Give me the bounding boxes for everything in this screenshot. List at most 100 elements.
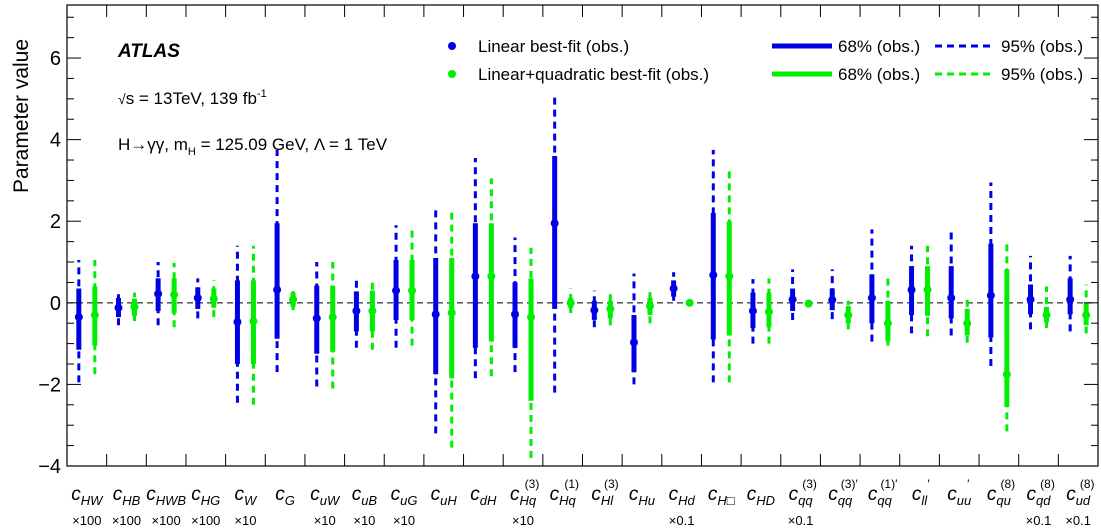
legend-marker-linear <box>448 42 456 50</box>
energy-sup: -1 <box>257 88 267 100</box>
best-fit-point <box>923 285 932 294</box>
x-category-scale: ×10 <box>353 513 375 528</box>
best-fit-point <box>527 313 536 322</box>
x-category-scale: ×100 <box>72 513 101 528</box>
x-category-label: cHB <box>113 484 141 508</box>
energy-label: √s = 13TeV, 139 fb-1 <box>118 88 267 108</box>
best-fit-point <box>550 219 559 228</box>
best-fit-point <box>511 310 520 319</box>
best-fit-point <box>328 313 337 322</box>
best-fit-point <box>788 295 797 304</box>
best-fit-point <box>289 295 298 304</box>
best-fit-point <box>487 272 496 281</box>
best-fit-point <box>804 299 813 308</box>
best-fit-point <box>883 319 892 328</box>
x-category-sup: (8) <box>1001 477 1016 491</box>
best-fit-point <box>844 311 853 320</box>
x-category-sup: (3)′ <box>841 477 859 491</box>
plot-area <box>67 96 1098 458</box>
process-text: H→γγ, m <box>118 135 188 154</box>
legend-label-linear: Linear best-fit (obs.) <box>478 37 629 56</box>
x-category-scale: ×100 <box>112 513 141 528</box>
best-fit-point <box>90 311 99 320</box>
legend-marker-linquad <box>448 70 456 78</box>
energy-text: = 13TeV, 139 fb <box>134 89 257 108</box>
best-fit-point <box>170 290 179 299</box>
x-category-sup: (8) <box>1040 477 1055 491</box>
x-category-label: cHD <box>747 484 775 508</box>
x-category-scale: ×10 <box>234 513 256 528</box>
x-category-label: cdH <box>470 484 497 508</box>
best-fit-point <box>867 293 876 302</box>
best-fit-point <box>566 298 575 307</box>
x-category-scale: ×100 <box>191 513 220 528</box>
x-category-label: cHWB <box>146 484 186 508</box>
best-fit-point <box>431 310 440 319</box>
best-fit-point <box>645 302 654 311</box>
x-category-label: cuH <box>431 484 458 508</box>
x-category-label: cll <box>912 484 928 508</box>
energy-sqrt-s: s <box>126 89 135 108</box>
series-linear <box>74 96 1075 434</box>
x-category-label: cHq <box>510 484 537 508</box>
best-fit-point <box>352 306 361 315</box>
axes: −4 −2 0 2 4 6 <box>38 4 1099 478</box>
x-category-label: cHW <box>71 484 104 508</box>
best-fit-point <box>1042 311 1051 320</box>
experiment-label: ATLAS <box>117 41 180 62</box>
y-tick-label: 4 <box>50 130 61 152</box>
x-category-sup: (3) <box>604 477 619 491</box>
y-tick-label: 2 <box>50 211 61 233</box>
legend-label-linquad: Linear+quadratic best-fit (obs.) <box>478 65 709 84</box>
best-fit-point <box>1082 311 1091 320</box>
best-fit-point <box>669 284 678 293</box>
x-category-label: cqq <box>868 484 893 508</box>
x-category-label: cuB <box>352 484 378 508</box>
y-axis-label: Parameter value <box>10 39 33 193</box>
x-category-sup: ′ <box>967 477 970 491</box>
y-tick-label: 6 <box>50 48 61 70</box>
x-category-scale: ×0.1 <box>1026 513 1052 528</box>
x-category-scale: ×10 <box>314 513 336 528</box>
best-fit-point <box>368 306 377 315</box>
best-fit-point <box>709 271 718 280</box>
best-fit-point <box>685 298 694 307</box>
x-category-label: cHd <box>669 484 696 508</box>
legend: Linear best-fit (obs.) Linear+quadratic b… <box>448 37 1083 84</box>
x-category-scale: ×10 <box>512 513 534 528</box>
best-fit-point <box>606 304 615 313</box>
x-category-label: cqd <box>1027 484 1052 508</box>
best-fit-point <box>1026 295 1035 304</box>
x-category-label: cH□ <box>708 484 735 508</box>
best-fit-point <box>193 293 202 302</box>
x-category-label: cHu <box>629 484 655 508</box>
best-fit-point <box>947 293 956 302</box>
best-fit-point <box>764 307 773 316</box>
y-tick-label: −4 <box>38 456 61 478</box>
best-fit-point <box>74 313 83 322</box>
legend-label-68-linear: 68% (obs.) <box>838 37 920 56</box>
best-fit-point <box>312 314 321 323</box>
x-category-label: cuW <box>310 484 341 508</box>
x-category-sup: ′ <box>927 477 930 491</box>
x-category-label: cqq <box>828 484 853 508</box>
x-category-scale: ×0.1 <box>1065 513 1091 528</box>
x-category-sup: (1) <box>564 477 579 491</box>
best-fit-point <box>392 286 401 295</box>
best-fit-point <box>828 295 837 304</box>
x-category-label: cHG <box>191 484 220 508</box>
x-category-label: cHq <box>550 484 577 508</box>
best-fit-point <box>273 285 282 294</box>
x-category-sup: (3) <box>525 477 540 491</box>
x-category-scale: ×0.1 <box>788 513 814 528</box>
x-category-scale: ×100 <box>151 513 180 528</box>
x-category-label: cuu <box>947 484 971 508</box>
process-rest: = 125.09 GeV, Λ = 1 TeV <box>196 135 388 154</box>
x-category-label: cG <box>275 484 295 508</box>
best-fit-point <box>209 294 218 303</box>
y-tick-label: 0 <box>50 293 61 315</box>
best-fit-point <box>963 319 972 328</box>
best-fit-point <box>130 302 139 311</box>
x-category-sup: (8) <box>1080 477 1095 491</box>
